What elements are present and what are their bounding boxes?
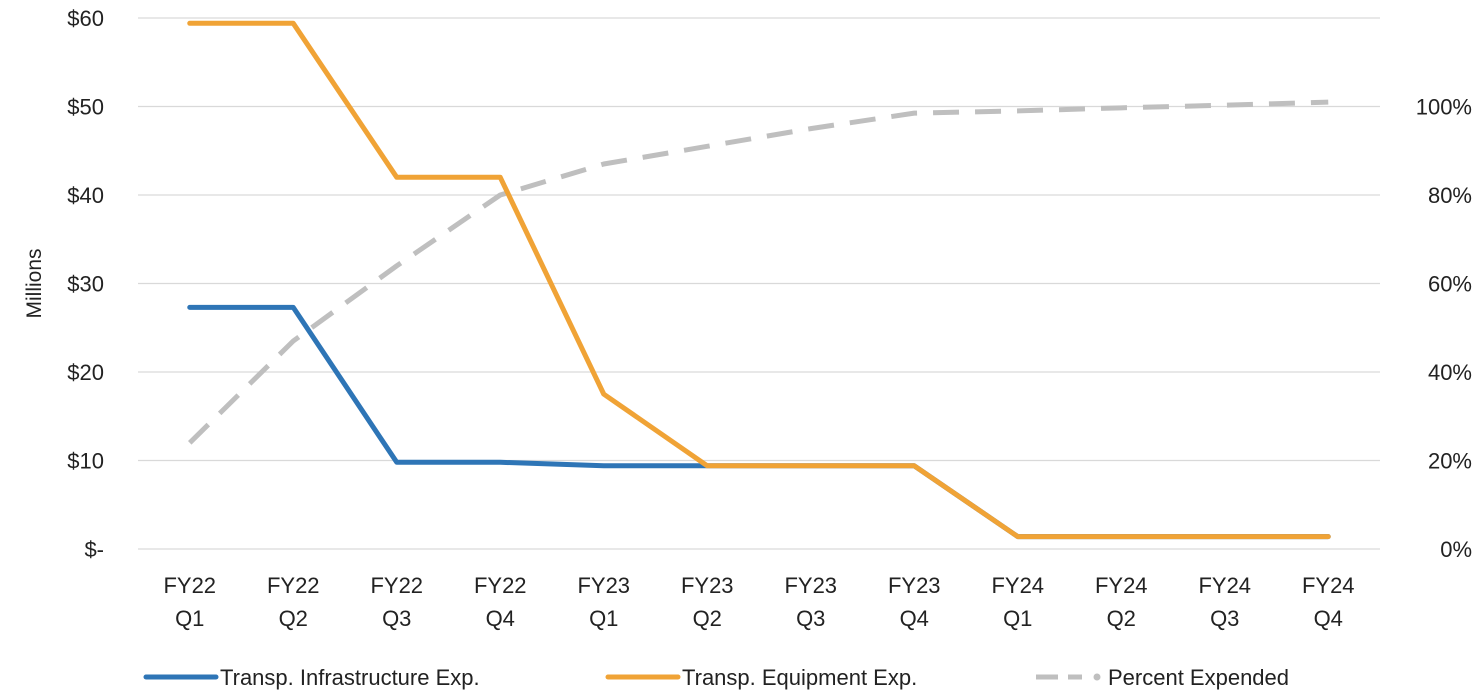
- y-right-tick-label: 80%: [1428, 183, 1472, 208]
- y-left-tick-label: $10: [67, 449, 104, 474]
- y-left-tick-label: $60: [67, 6, 104, 31]
- legend-label: Transp. Infrastructure Exp.: [220, 665, 480, 690]
- y-right-tick-label: 100%: [1416, 95, 1472, 120]
- x-tick-label: FY24 Q4: [1302, 573, 1355, 631]
- x-tick-label: FY22 Q1: [163, 573, 216, 631]
- y-left-tick-label: $50: [67, 95, 104, 120]
- gridlines: [138, 17, 1380, 550]
- x-tick-label: FY23 Q1: [577, 573, 630, 631]
- legend-item: Transp. Infrastructure Exp.: [143, 665, 480, 690]
- series-lines: [187, 20, 1331, 540]
- legend-item: Transp. Equipment Exp.: [605, 665, 917, 690]
- y-left-tick-label: $20: [67, 360, 104, 385]
- x-tick-label: FY24 Q1: [991, 573, 1044, 631]
- x-tick-label: FY23 Q3: [784, 573, 837, 631]
- y-left-tick-label: $-: [84, 537, 104, 562]
- y-axis-label: Millions: [23, 248, 46, 318]
- y-right-tick-label: 60%: [1428, 272, 1472, 297]
- y-right-tick-label: 0%: [1440, 537, 1472, 562]
- x-axis: FY22 Q1 FY22 Q2 FY22 Q3 FY22 Q4 FY23 Q1 FY23 Q2 FY23…: [163, 573, 1354, 631]
- legend-label: Transp. Equipment Exp.: [682, 665, 917, 690]
- legend-label: Percent Expended: [1108, 665, 1289, 690]
- series-line-2: [187, 99, 1329, 445]
- x-tick-label: FY22 Q4: [474, 573, 527, 631]
- x-tick-label: FY22 Q2: [267, 573, 320, 631]
- series-line-1: [187, 20, 1331, 540]
- x-tick-label: FY23 Q2: [681, 573, 734, 631]
- y-left-tick-label: $30: [67, 272, 104, 297]
- right-axis: 0% 20% 40% 60% 80% 100%: [1416, 95, 1472, 563]
- legend: Transp. Infrastructure Exp. Transp. Equip…: [143, 665, 1289, 690]
- legend-swatch-dot: [1093, 673, 1101, 681]
- x-tick-label: FY24 Q2: [1095, 573, 1148, 631]
- x-tick-label: FY23 Q4: [888, 573, 941, 631]
- y-right-tick-label: 20%: [1428, 449, 1472, 474]
- left-axis: $- $10 $20 $30 $40 $50 $60: [67, 6, 104, 562]
- x-tick-label: FY22 Q3: [370, 573, 423, 631]
- x-tick-label: FY24 Q3: [1198, 573, 1251, 631]
- series-line-0: [187, 304, 1331, 540]
- legend-item: Percent Expended: [1036, 665, 1289, 690]
- y-right-tick-label: 40%: [1428, 360, 1472, 385]
- y-left-tick-label: $40: [67, 183, 104, 208]
